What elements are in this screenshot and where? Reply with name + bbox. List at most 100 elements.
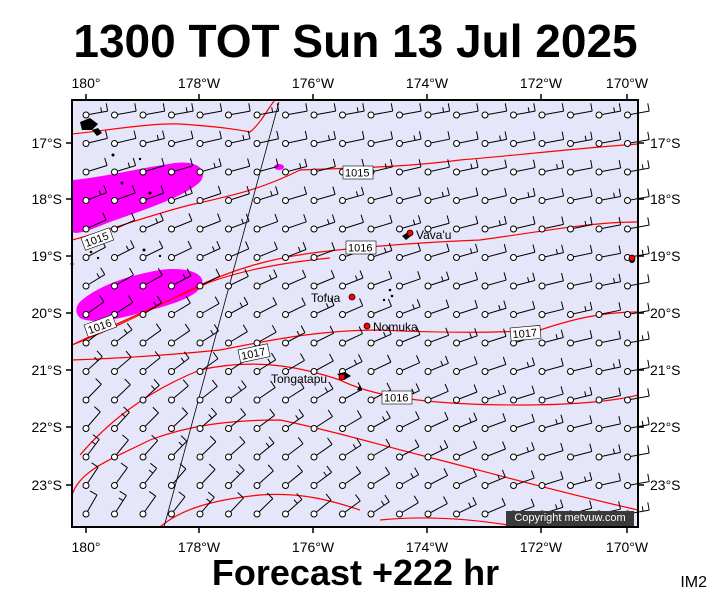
wind-barb xyxy=(453,103,479,119)
wind-barb xyxy=(453,215,479,233)
wind-barb xyxy=(196,491,215,518)
wind-barb xyxy=(282,214,307,233)
wind-barb xyxy=(111,157,137,176)
wind-barb xyxy=(111,185,136,204)
wind-barb xyxy=(310,437,333,461)
wind-barb xyxy=(538,386,564,404)
wind-barb xyxy=(111,267,134,290)
wind-barb xyxy=(139,157,165,176)
lon-label-top: 180° xyxy=(72,75,101,91)
wind-barb xyxy=(339,438,362,461)
wind-barb xyxy=(481,103,508,119)
wind-barb xyxy=(424,131,451,147)
wind-barb xyxy=(310,242,336,261)
wind-barb xyxy=(339,298,364,318)
wind-barb xyxy=(168,463,187,489)
wind-barb xyxy=(396,103,422,119)
wind-barb xyxy=(310,270,335,290)
island xyxy=(390,294,394,298)
wind-barb xyxy=(367,131,394,147)
wind-barb xyxy=(139,434,158,461)
lat-label-left: 23°S xyxy=(31,477,62,493)
wind-barb xyxy=(339,186,365,204)
wind-barb xyxy=(253,324,277,347)
wind-barb xyxy=(396,467,420,489)
isobar-label: 1016 xyxy=(384,393,408,405)
wind-barb xyxy=(253,241,278,261)
wind-barb xyxy=(282,381,305,404)
wind-barb xyxy=(225,436,246,461)
wind-barb xyxy=(310,325,335,347)
wind-barb xyxy=(339,494,361,518)
wind-barb xyxy=(339,270,364,290)
wind-barb xyxy=(510,216,536,233)
island xyxy=(96,256,100,260)
wind-barb xyxy=(424,187,450,204)
wind-barb xyxy=(168,103,194,119)
wind-barb xyxy=(481,384,507,404)
wind-barb xyxy=(567,301,593,318)
wind-barb xyxy=(481,497,506,518)
wind-barb xyxy=(567,159,593,176)
island xyxy=(142,248,146,252)
lat-label-right: 18°S xyxy=(650,191,681,207)
wind-barb xyxy=(453,497,477,518)
lat-label-left: 19°S xyxy=(31,248,62,264)
wind-barb xyxy=(624,445,650,461)
wind-barb xyxy=(367,494,390,518)
wind-barb xyxy=(282,465,303,489)
wind-barb xyxy=(282,409,304,432)
wind-barb xyxy=(595,359,622,375)
wind-barb xyxy=(168,130,194,147)
lat-label-right: 22°S xyxy=(650,419,681,435)
wind-barb xyxy=(567,358,593,375)
wind-barb xyxy=(453,468,477,489)
wind-barb xyxy=(196,158,222,176)
wind-barb xyxy=(424,271,450,290)
island xyxy=(89,250,93,254)
wind-barb xyxy=(481,187,507,204)
wind-barb xyxy=(367,298,392,318)
wind-barb xyxy=(367,270,393,290)
wind-barb xyxy=(310,158,336,176)
wind-barb xyxy=(367,438,391,461)
lon-label-bottom: 174°W xyxy=(406,539,449,555)
wind-barb xyxy=(595,273,622,290)
island xyxy=(92,128,102,136)
lat-label-right: 23°S xyxy=(650,477,681,493)
wind-barb xyxy=(595,245,622,261)
wind-barb xyxy=(453,440,478,461)
wind-barb xyxy=(82,295,105,318)
wind-barb xyxy=(396,495,419,518)
wind-barb xyxy=(168,323,191,347)
place-label-tofua: Tofua xyxy=(311,291,341,305)
wind-barb xyxy=(567,415,593,432)
wind-barb xyxy=(282,297,306,318)
wind-barb xyxy=(339,382,363,404)
wind-barb xyxy=(168,158,194,176)
wind-barb xyxy=(282,437,304,461)
island xyxy=(388,288,392,292)
ocean-area xyxy=(71,99,639,528)
wind-barb xyxy=(168,491,186,518)
wind-barb xyxy=(538,273,564,290)
wind-barb xyxy=(253,492,274,518)
wind-barb xyxy=(424,440,449,461)
isobar-label: 1015 xyxy=(345,168,369,180)
wind-barb xyxy=(367,103,394,119)
rain-patch-north xyxy=(72,162,203,233)
wind-barb xyxy=(310,493,332,518)
wind-barb xyxy=(111,295,134,318)
wind-barb xyxy=(225,130,251,147)
wind-barb xyxy=(481,356,507,375)
wind-barb xyxy=(282,269,307,290)
island xyxy=(120,181,124,185)
lon-label-bottom: 170°W xyxy=(606,539,649,555)
wind-barb xyxy=(310,353,334,375)
wind-barb xyxy=(253,186,279,204)
wind-barb xyxy=(424,496,448,518)
wind-barb xyxy=(253,436,275,461)
lon-label-bottom: 176°W xyxy=(292,539,335,555)
wind-barb xyxy=(396,271,421,290)
wind-barb xyxy=(396,439,420,461)
